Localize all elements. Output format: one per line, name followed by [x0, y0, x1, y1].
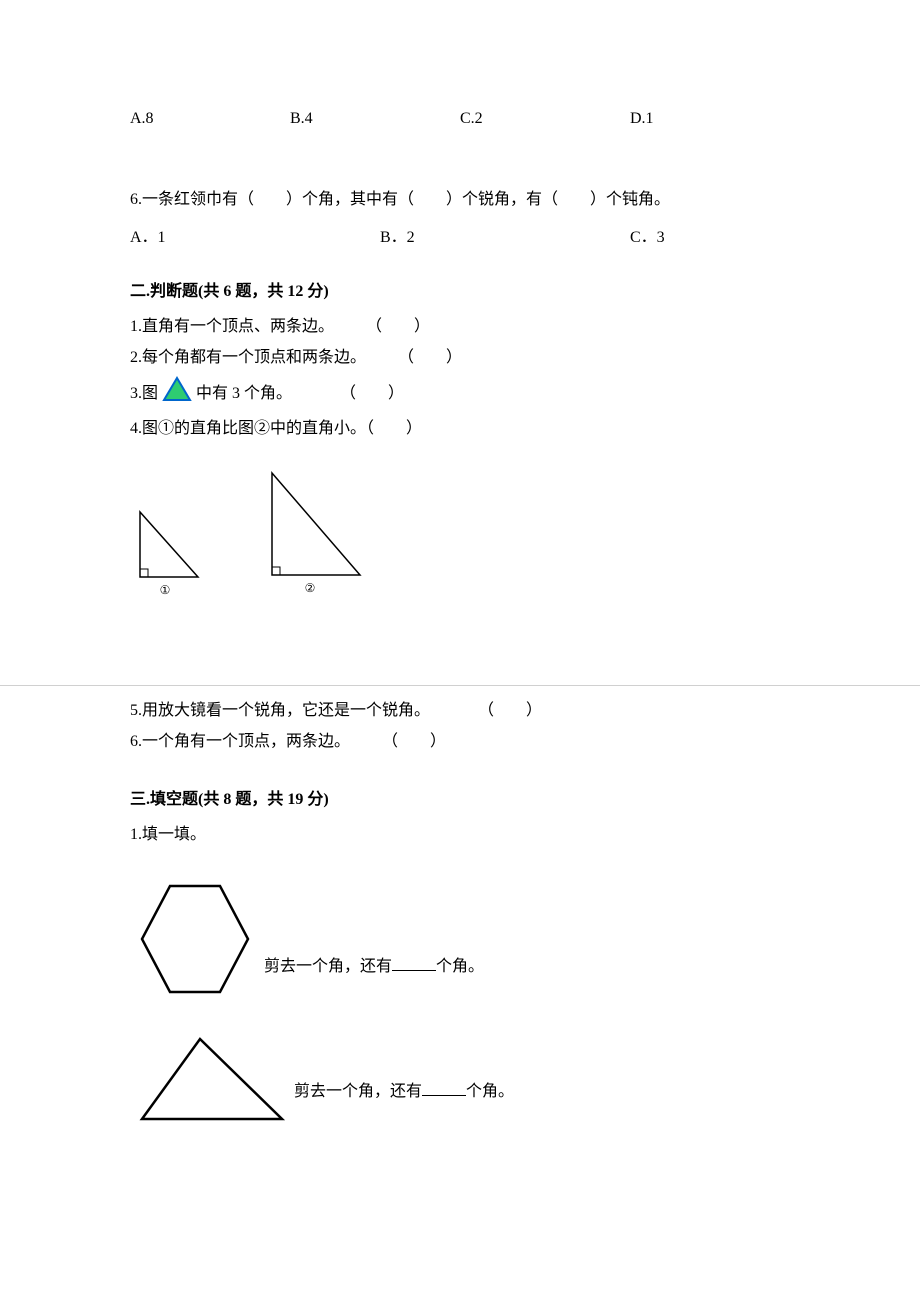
s2-q3-after: 中有 3 个角。 （ ） [196, 380, 404, 407]
green-triangle-icon [162, 376, 192, 411]
q5-option-c: C.2 [460, 110, 630, 128]
page-divider [0, 685, 920, 686]
s2-q2: 2.每个角都有一个顶点和两条边。 （ ） [130, 344, 790, 371]
q5-options-row: A.8 B.4 C.2 D.1 [130, 110, 790, 128]
svg-text:②: ② [305, 581, 316, 595]
triangle-2-icon: ② [260, 467, 370, 597]
q6-option-a: A．1 [130, 223, 380, 247]
q6-prompt: 6.一条红领巾有（ ）个角，其中有（ ）个锐角，有（ ）个钝角。 [130, 186, 790, 213]
q6-option-b: B．2 [380, 223, 630, 247]
svg-text:①: ① [160, 583, 171, 597]
q6-options-row: A．1 B．2 C．3 [130, 223, 790, 247]
s2-q3: 3.图 中有 3 个角。 （ ） [130, 376, 790, 411]
hexagon-icon [130, 874, 260, 1004]
triangle-1-icon: ① [130, 502, 210, 597]
triangle-shape-icon [130, 1029, 290, 1129]
hexagon-fill-text: 剪去一个角，还有 个角。 [264, 952, 484, 976]
triangle-row: 剪去一个角，还有 个角。 [130, 1029, 790, 1129]
section3-title: 三.填空题(共 8 题，共 19 分) [130, 785, 790, 809]
hexagon-row: 剪去一个角，还有 个角。 [130, 874, 790, 1004]
s2-q4: 4.图①的直角比图②中的直角小。（ ） [130, 415, 790, 442]
q5-option-d: D.1 [630, 110, 654, 128]
s2-q1: 1.直角有一个顶点、两条边。 （ ） [130, 313, 790, 340]
s2-q5: 5.用放大镜看一个锐角，它还是一个锐角。 （ ） [130, 697, 790, 724]
fill1-after: 个角。 [436, 958, 484, 975]
q5-option-a: A.8 [130, 110, 290, 128]
q5-option-b: B.4 [290, 110, 460, 128]
s3-q1: 1.填一填。 [130, 821, 790, 848]
fill2-blank[interactable] [422, 1080, 466, 1096]
s2-q3-before: 3.图 [130, 380, 158, 407]
triangle-fill-text: 剪去一个角，还有 个角。 [294, 1077, 514, 1101]
fill2-after: 个角。 [466, 1083, 514, 1100]
section2-title: 二.判断题(共 6 题，共 12 分) [130, 277, 790, 301]
fill1-blank[interactable] [392, 955, 436, 971]
q6-option-c: C．3 [630, 223, 665, 247]
s2-q6: 6.一个角有一个顶点，两条边。 （ ） [130, 728, 790, 755]
right-triangles-diagram: ① ② [130, 467, 790, 597]
fill2-before: 剪去一个角，还有 [294, 1083, 422, 1100]
fill1-before: 剪去一个角，还有 [264, 958, 392, 975]
